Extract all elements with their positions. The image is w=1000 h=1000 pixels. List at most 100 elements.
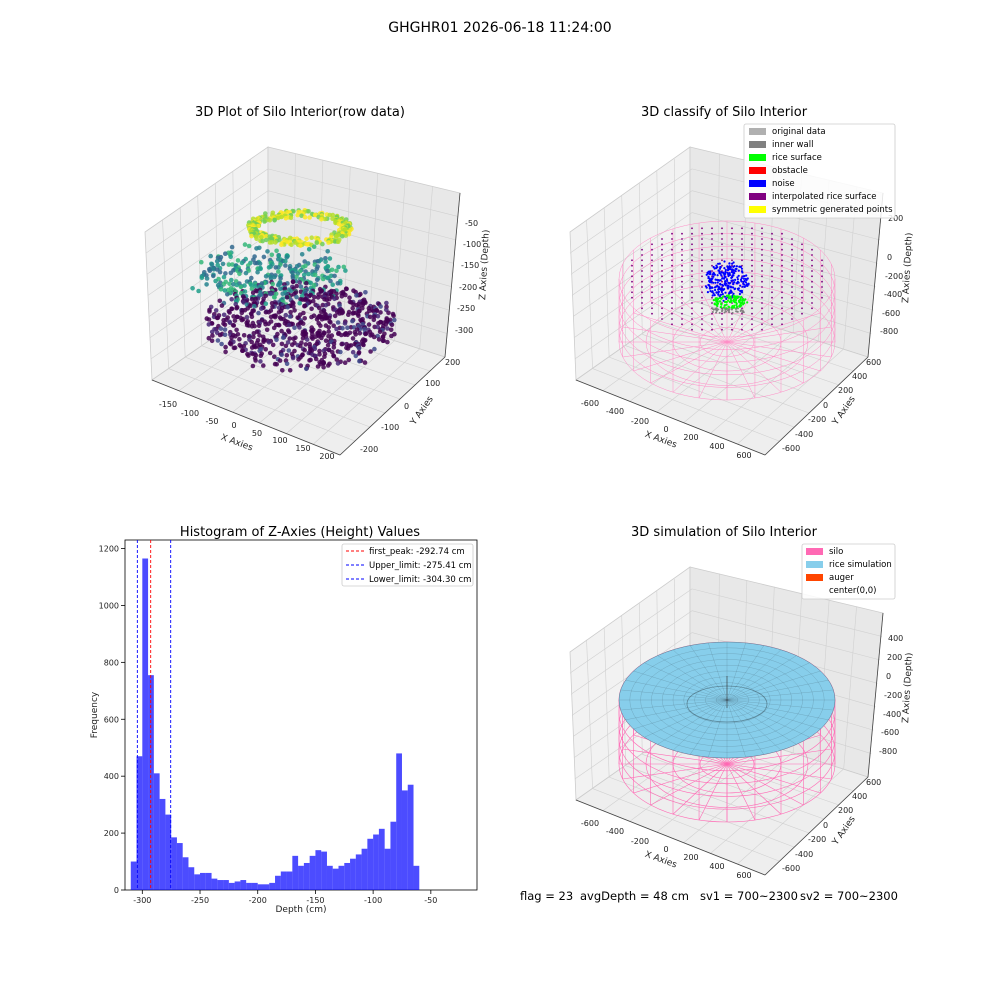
noise-point	[709, 271, 712, 274]
data-point	[350, 318, 355, 324]
interpolated-point	[641, 270, 643, 272]
histogram-bar	[159, 798, 166, 890]
panel2-legend-swatch	[749, 193, 766, 200]
y-tick-label: 0	[114, 886, 119, 895]
interpolated-point	[791, 248, 793, 251]
data-point	[258, 359, 263, 364]
data-point	[297, 325, 302, 330]
gridline	[625, 345, 810, 414]
panel2-ytick: 600	[866, 358, 881, 367]
data-point	[325, 275, 331, 281]
histogram-bar	[246, 882, 252, 890]
data-point	[196, 288, 201, 294]
gridline	[683, 752, 794, 844]
histogram-bar	[407, 784, 414, 890]
interpolated-point	[811, 286, 813, 288]
interpolated-point	[741, 318, 743, 320]
interpolated-point	[691, 254, 693, 256]
data-point	[249, 233, 254, 239]
interpolated-point	[671, 307, 673, 310]
interpolated-point	[751, 275, 753, 278]
data-point	[371, 334, 377, 340]
panel3-legend: first_peak: -292.74 cm Upper_limit: -275…	[341, 543, 474, 587]
x-tick-label: -250	[191, 896, 209, 905]
data-point	[322, 216, 328, 222]
rice-surface-point	[746, 301, 749, 304]
data-point	[339, 341, 345, 347]
interpolated-point	[781, 323, 783, 326]
noise-point	[720, 287, 724, 290]
data-point	[350, 336, 356, 341]
panel4-rice-surface	[618, 641, 836, 759]
noise-point	[721, 277, 724, 280]
interpolated-point	[651, 286, 653, 288]
data-point	[238, 284, 244, 290]
interpolated-point	[801, 280, 803, 283]
interpolated-point	[771, 323, 773, 326]
mesh-spoke	[644, 699, 728, 738]
noise-point	[742, 277, 746, 280]
interpolated-point	[671, 232, 673, 235]
panel3-plot-area	[124, 539, 478, 891]
histogram-bar	[292, 855, 299, 890]
noise-point	[717, 262, 720, 265]
data-point	[342, 321, 348, 326]
interpolated-point	[781, 286, 783, 288]
interpolated-point	[801, 307, 803, 310]
data-point	[260, 238, 265, 244]
gridline	[736, 768, 844, 865]
data-point	[239, 310, 245, 316]
interpolated-point	[791, 275, 793, 278]
status-sv1: sv1 = 700~2300	[700, 889, 798, 903]
interpolated-point	[691, 286, 693, 288]
interpolated-point	[751, 227, 753, 230]
noise-point	[724, 271, 727, 274]
data-point	[215, 262, 220, 268]
data-point	[325, 342, 331, 348]
gridline	[656, 744, 769, 833]
mesh-spoke	[672, 649, 728, 701]
data-point	[233, 334, 238, 339]
interpolated-point	[631, 291, 633, 294]
gridline	[843, 606, 857, 769]
data-point	[240, 348, 245, 354]
interpolated-point	[761, 291, 763, 294]
data-point	[298, 284, 304, 289]
panel2-3d-plot: -600 -400 -200 0 200 400 600 X Axies -60…	[569, 123, 915, 460]
panel3-legend-label: Upper_limit: -275.41 cm	[369, 561, 472, 571]
interpolated-point	[651, 307, 653, 310]
data-point	[256, 323, 262, 329]
data-point	[339, 332, 344, 338]
rice-surface-point	[738, 304, 741, 308]
panel2-legend-swatch	[749, 154, 766, 161]
interpolated-point	[751, 286, 753, 288]
data-point	[299, 213, 304, 218]
data-point	[326, 329, 332, 334]
interpolated-point	[701, 243, 703, 246]
data-point	[272, 354, 277, 360]
panel4-xtick: -200	[631, 837, 649, 846]
histogram-bar	[332, 868, 339, 890]
data-point	[363, 331, 368, 337]
interpolated-point	[791, 254, 793, 256]
interpolated-point	[691, 291, 693, 294]
interpolated-point	[791, 270, 793, 272]
interpolated-point	[801, 296, 803, 299]
data-point	[318, 323, 323, 329]
noise-point	[726, 266, 729, 269]
histogram-bar	[263, 884, 270, 890]
interpolated-point	[811, 302, 813, 304]
interpolated-point	[761, 302, 763, 304]
interpolated-point	[661, 248, 663, 251]
data-point	[284, 295, 290, 300]
data-point	[263, 347, 269, 352]
data-point	[217, 332, 223, 338]
histogram-bar	[286, 871, 293, 890]
data-point	[280, 291, 286, 297]
histogram-bar	[355, 854, 362, 890]
data-point	[323, 338, 329, 344]
panel2-z-axis-line	[867, 192, 884, 358]
mesh-spoke	[726, 699, 810, 738]
data-point	[263, 322, 268, 327]
interpolated-point	[701, 312, 703, 315]
